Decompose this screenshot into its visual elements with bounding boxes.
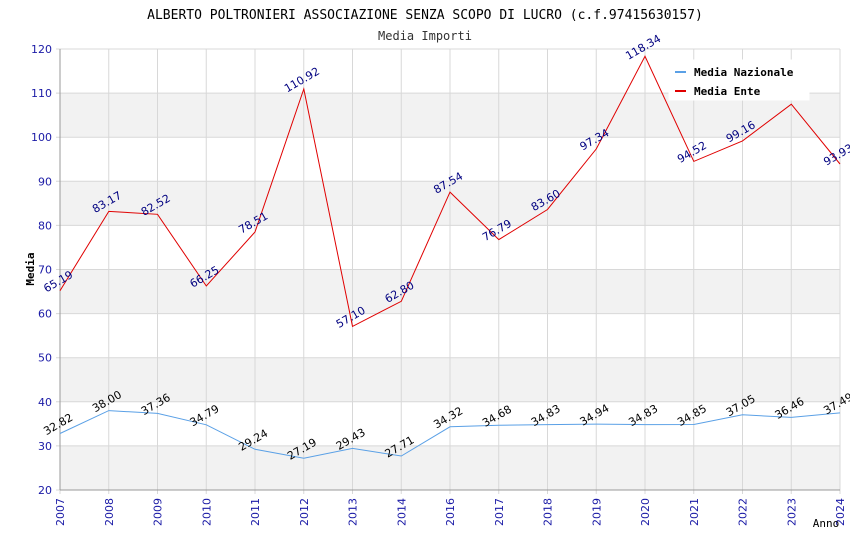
y-tick-label: 90 (38, 175, 52, 188)
series-lines (59, 55, 841, 459)
legend: Media Nazionale Media Ente (668, 59, 810, 101)
x-tick-label: 2012 (298, 498, 311, 526)
y-tick-label: 50 (38, 352, 52, 365)
y-tick-label: 30 (38, 440, 52, 453)
y-tick-label: 70 (38, 264, 52, 277)
legend-label-0: Media Nazionale (694, 66, 794, 79)
series-line-0 (59, 410, 841, 459)
x-tick-label: 2020 (639, 498, 652, 526)
x-tick-label: 2016 (444, 498, 457, 526)
legend-label-1: Media Ente (694, 85, 761, 98)
x-axis-label: Anno (813, 517, 840, 530)
x-tick-label: 2018 (542, 498, 555, 526)
chart-subtitle: Media Importi (378, 29, 472, 43)
x-tick-label: 2007 (54, 498, 67, 526)
chart-title: ALBERTO POLTRONIERI ASSOCIAZIONE SENZA S… (147, 8, 703, 23)
y-tick-label: 120 (31, 43, 52, 56)
y-tick-label: 40 (38, 396, 52, 409)
x-tick-label: 2014 (395, 498, 408, 526)
x-tick-label: 2022 (737, 498, 750, 526)
y-tick-label: 110 (31, 87, 52, 100)
x-tick-label: 2013 (347, 498, 360, 526)
y-tick-label: 20 (38, 484, 52, 497)
x-tick-label: 2023 (785, 498, 798, 526)
x-tick-label: 2008 (103, 498, 116, 526)
y-tick-label: 80 (38, 219, 52, 232)
axes: 20 30 40 50 60 70 80 90 100 110 120 2007 2008 2009 201… (31, 43, 847, 526)
x-tick-label: 2017 (493, 498, 506, 526)
y-tick-label: 60 (38, 308, 52, 321)
legend-box (668, 59, 810, 101)
x-tick-label: 2024 (834, 498, 847, 526)
x-tick-label: 2011 (249, 498, 262, 526)
x-tick-label: 2019 (590, 498, 603, 526)
x-tick-label: 2009 (152, 498, 165, 526)
x-tick-label: 2021 (688, 498, 701, 526)
y-axis-label: Media (24, 252, 37, 285)
x-tick-label: 2010 (200, 498, 213, 526)
y-tick-label: 100 (31, 131, 52, 144)
series-line-1 (59, 55, 841, 328)
